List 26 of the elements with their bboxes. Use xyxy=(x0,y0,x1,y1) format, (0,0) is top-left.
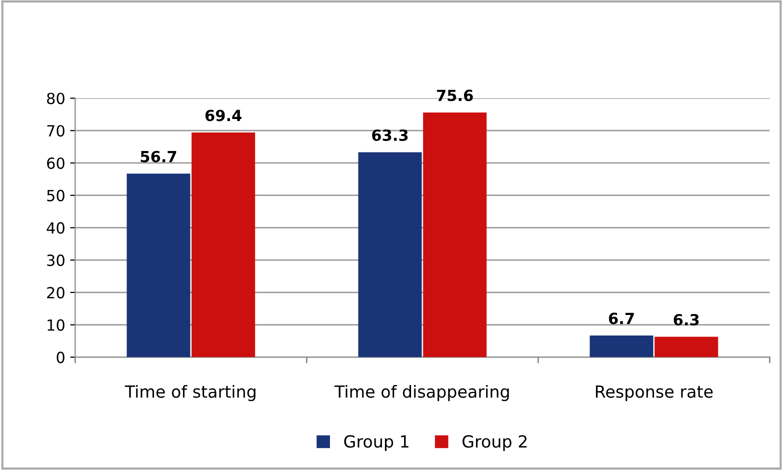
bar xyxy=(423,112,487,358)
y-tick-label: 20 xyxy=(47,286,64,298)
data-label: 6.7 xyxy=(608,312,634,324)
bar xyxy=(358,152,422,358)
x-tick-label: Time of disappearing xyxy=(334,384,509,402)
y-tick-label: 0 xyxy=(56,352,64,364)
x-tick-label: Time of starting xyxy=(124,384,256,402)
y-tick-label: 40 xyxy=(46,222,64,234)
bar xyxy=(654,336,718,358)
bar xyxy=(192,132,256,358)
data-label: 75.6 xyxy=(437,90,473,102)
y-tick-label: 80 xyxy=(47,92,64,104)
y-tick-label: 60 xyxy=(47,157,64,169)
data-label: 69.4 xyxy=(205,110,242,122)
y-tick-label: 30 xyxy=(47,254,64,266)
data-label: 6.3 xyxy=(674,314,699,326)
y-tick-label: 50 xyxy=(47,190,64,202)
data-label: 63.3 xyxy=(372,129,408,141)
y-tick-label: 10 xyxy=(48,319,64,331)
legend-label: Group 1 xyxy=(344,435,408,451)
x-tick-label: Response rate xyxy=(596,385,713,402)
data-label: 56.7 xyxy=(140,150,176,162)
bar xyxy=(590,336,654,358)
y-tick-label: 70 xyxy=(47,125,64,137)
legend-label: Group 2 xyxy=(462,435,527,451)
bar xyxy=(126,174,190,358)
